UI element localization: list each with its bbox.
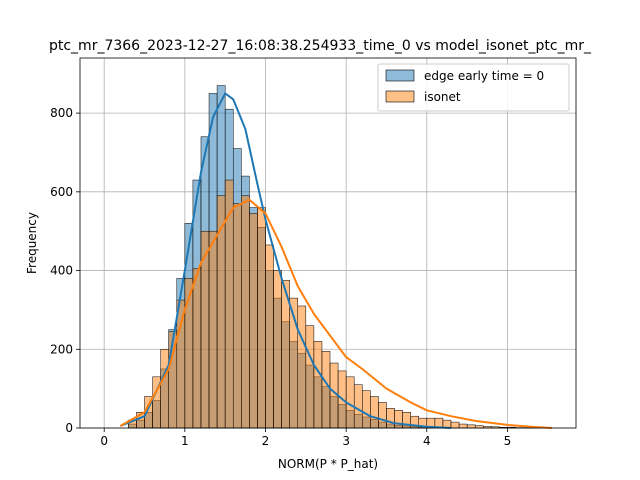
bar-isonet <box>297 305 307 429</box>
x-tick-label: 1 <box>181 434 189 448</box>
bar-isonet <box>160 349 169 429</box>
bar-isonet <box>224 179 234 429</box>
bar-isonet <box>176 299 186 429</box>
bar-isonet <box>466 424 476 429</box>
histogram-bars <box>128 85 549 429</box>
bar-isonet <box>216 195 226 429</box>
x-axis-label: NORM(P * P_hat) <box>278 457 378 471</box>
plot-frame <box>79 57 577 429</box>
y-tick-label: 400 <box>50 264 73 278</box>
bar-isonet <box>450 421 460 429</box>
x-tick-label: 5 <box>504 434 512 448</box>
y-axis-label: Frequency <box>25 212 39 274</box>
bar-isonet <box>265 244 274 429</box>
y-tick-label: 800 <box>50 106 73 120</box>
bar-isonet <box>232 203 242 429</box>
bar-isonet <box>192 268 202 429</box>
bar-isonet <box>370 396 379 429</box>
x-tick-label: 4 <box>423 434 431 448</box>
bar-isonet <box>353 384 363 429</box>
y-tick-label: 0 <box>65 421 73 435</box>
legend-label-isonet: isonet <box>424 90 461 104</box>
x-tick-label: 0 <box>100 434 108 448</box>
y-tick-label: 200 <box>50 342 73 356</box>
legend-label-edge: edge early time = 0 <box>424 69 544 83</box>
y-tick-label: 600 <box>50 185 73 199</box>
legend-box <box>377 63 570 112</box>
x-tick-label: 2 <box>262 434 270 448</box>
chart-title: ptc_mr_7366_2023-12-27_16:08:38.254933_t… <box>49 38 592 54</box>
x-tick-label: 3 <box>342 434 350 448</box>
kde-line-edge <box>119 92 452 429</box>
bar-isonet <box>257 207 266 429</box>
bar-isonet <box>362 390 371 429</box>
legend-swatch-isonet <box>385 90 415 103</box>
bar-isonet <box>458 423 468 429</box>
axis-ticks: 0 1 2 3 4 5 0 200 400 600 800 <box>50 106 511 448</box>
bar-isonet <box>241 195 250 429</box>
legend-swatch-edge <box>385 69 415 82</box>
bar-isonet <box>378 402 387 429</box>
bar-isonet <box>394 410 403 429</box>
legend: edge early time = 0 isonet <box>377 63 570 112</box>
bar-isonet <box>249 213 258 429</box>
bar-isonet <box>321 350 331 429</box>
bar-isonet <box>273 270 282 429</box>
kde-curves <box>119 92 552 429</box>
bar-isonet <box>386 408 395 429</box>
bar-isonet <box>313 341 323 429</box>
kde-line-isonet <box>119 198 552 429</box>
bar-isonet <box>305 325 315 429</box>
bar-isonet <box>208 230 218 429</box>
